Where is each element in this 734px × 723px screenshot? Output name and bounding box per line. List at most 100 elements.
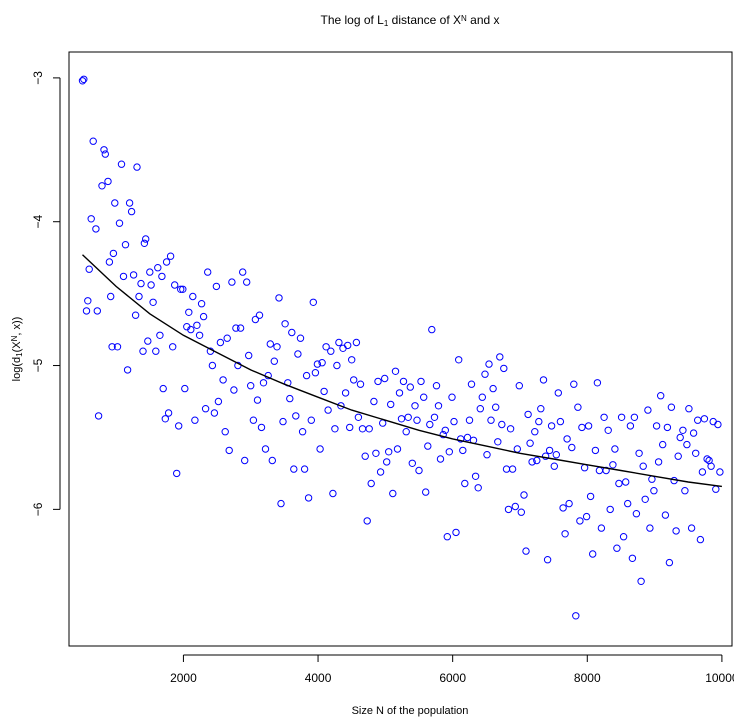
x-tick-label: 10000 — [705, 671, 734, 685]
data-point — [712, 485, 720, 493]
data-point — [648, 475, 656, 483]
data-point — [604, 426, 612, 434]
data-point — [404, 413, 412, 421]
data-point — [520, 491, 528, 499]
data-point — [397, 415, 406, 423]
data-point — [214, 397, 223, 406]
data-point — [502, 465, 511, 473]
data-point — [311, 369, 320, 377]
x-tick-label: 2000 — [170, 671, 197, 685]
label-fragment: N — [10, 335, 19, 341]
data-point — [547, 422, 556, 430]
data-point — [104, 177, 112, 186]
data-point — [365, 425, 373, 433]
data-point — [436, 455, 445, 463]
data-point — [273, 343, 281, 351]
data-point — [341, 389, 350, 397]
data-point — [181, 384, 189, 393]
data-point — [232, 324, 240, 332]
label-fragment: 1 — [384, 19, 389, 28]
data-point — [659, 440, 667, 449]
data-point — [381, 374, 389, 383]
data-point — [450, 417, 458, 426]
data-point — [189, 292, 197, 301]
data-point — [630, 413, 639, 421]
data-point — [320, 387, 328, 396]
data-point — [374, 377, 382, 386]
data-point — [531, 428, 539, 436]
data-point — [393, 445, 402, 453]
data-point — [175, 422, 183, 430]
data-point — [296, 334, 305, 342]
data-point — [266, 340, 274, 348]
data-point — [78, 77, 87, 85]
data-point — [87, 215, 95, 223]
data-point — [578, 423, 586, 432]
data-point — [496, 353, 504, 361]
data-point — [159, 384, 167, 393]
data-point — [89, 137, 97, 145]
data-point — [448, 393, 456, 401]
data-point — [140, 239, 149, 248]
data-point — [300, 465, 309, 473]
data-point — [541, 452, 550, 460]
label-fragment: 1 — [15, 352, 24, 357]
data-point — [703, 455, 711, 463]
label-fragment: The log of L — [320, 13, 384, 27]
data-point — [356, 380, 365, 388]
data-point — [322, 343, 330, 351]
y-tick-label: −6 — [31, 502, 45, 516]
data-point — [324, 406, 332, 414]
data-point — [208, 361, 217, 370]
data-point — [257, 423, 266, 432]
data-point — [162, 258, 171, 266]
data-point — [221, 428, 229, 436]
data-point — [420, 393, 428, 401]
data-point — [399, 377, 408, 386]
data-point — [452, 528, 460, 537]
data-point — [628, 554, 637, 562]
data-point — [459, 446, 467, 455]
data-point — [98, 182, 106, 190]
data-point — [236, 324, 245, 332]
data-point — [402, 428, 410, 436]
data-point — [212, 282, 221, 291]
data-point — [302, 371, 311, 380]
x-tick-label: 6000 — [439, 671, 466, 685]
data-point — [270, 357, 278, 365]
data-point — [249, 416, 258, 424]
data-point — [676, 433, 684, 442]
data-point — [94, 412, 103, 420]
data-point — [528, 458, 536, 466]
data-point — [611, 445, 619, 453]
data-point — [335, 338, 343, 347]
data-point — [288, 328, 296, 337]
data-point — [137, 279, 145, 288]
data-point — [554, 389, 562, 397]
data-point — [481, 370, 489, 378]
y-tick-label: −5 — [31, 358, 45, 372]
data-point — [164, 409, 173, 417]
data-point — [517, 508, 525, 516]
data-point — [672, 527, 680, 535]
data-point — [483, 451, 491, 459]
data-point — [476, 405, 484, 413]
data-point — [144, 337, 152, 345]
data-point — [142, 235, 150, 243]
data-point — [559, 504, 567, 512]
data-point — [121, 241, 130, 249]
data-point — [515, 382, 523, 390]
x-axis: 2000 4000 6000 8000 10000 — [170, 654, 734, 685]
data-point — [426, 420, 434, 429]
data-point — [568, 443, 576, 452]
data-point — [348, 356, 356, 364]
data-point — [275, 294, 283, 302]
data-point — [113, 343, 122, 351]
data-point — [619, 533, 628, 541]
data-point — [533, 456, 541, 465]
data-point — [304, 494, 313, 502]
data-point — [185, 308, 193, 316]
y-tick-label: −3 — [31, 71, 45, 85]
x-axis-label: Size N of the population — [352, 705, 469, 717]
